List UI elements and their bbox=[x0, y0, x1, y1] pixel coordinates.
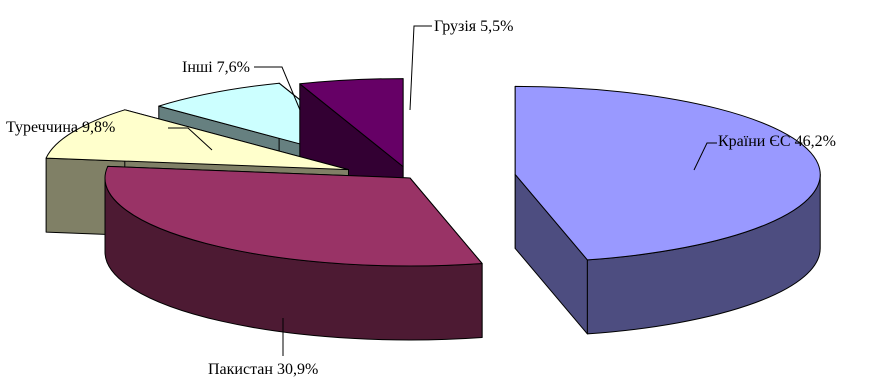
slice-top-georgia bbox=[299, 78, 404, 168]
slice-label-turkey: Туреччина 9,8% bbox=[6, 119, 115, 136]
slice-top-turkey bbox=[45, 109, 349, 171]
leader-line-georgia bbox=[409, 25, 432, 111]
slice-labels: Країни ЄС 46,2% Пакистан 30,9% Туреччина… bbox=[6, 18, 836, 378]
leader-lines bbox=[168, 25, 717, 356]
slice-label-pakistan: Пакистан 30,9% bbox=[208, 361, 318, 378]
slice-sides bbox=[45, 78, 821, 341]
slice-top-pakistan bbox=[104, 165, 483, 267]
slice-label-other: Інші 7,6% bbox=[182, 59, 250, 76]
leader-line-eu bbox=[693, 142, 717, 171]
slice-top-eu bbox=[514, 85, 821, 261]
slice-label-eu: Країни ЄС 46,2% bbox=[718, 133, 836, 150]
slice-label-georgia: Грузія 5,5% bbox=[434, 18, 513, 35]
leader-line-other bbox=[254, 66, 301, 111]
leader-line-turkey bbox=[168, 127, 213, 151]
